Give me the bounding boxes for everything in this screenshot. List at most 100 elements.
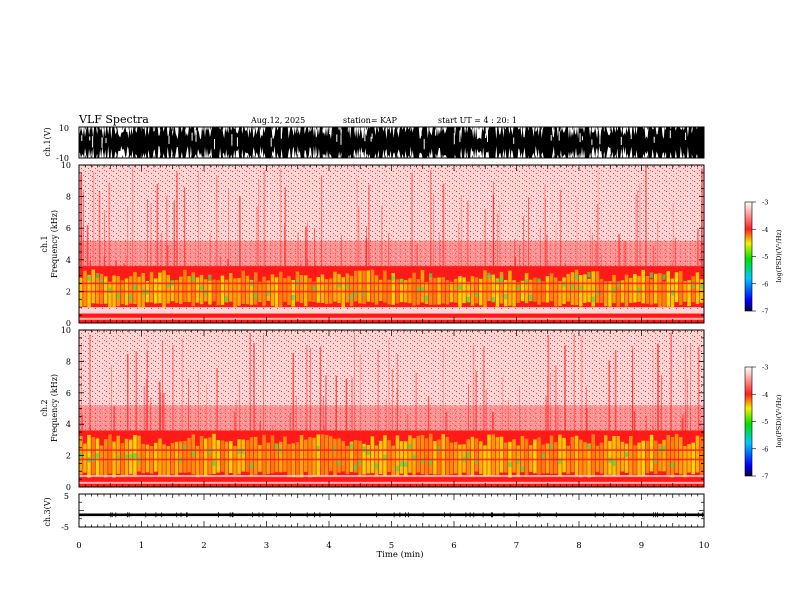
spec-streak: [272, 425, 274, 431]
spec-green-cell: [116, 292, 120, 299]
spec-band-cell: [591, 271, 595, 307]
spec-ytick-label: 8: [66, 193, 71, 202]
spec-green-cell: [108, 287, 112, 294]
spec-green-cell: [491, 296, 495, 303]
spec-band-cell: [512, 280, 516, 307]
spec-band-cell: [354, 440, 358, 473]
spec-streak: [173, 201, 175, 267]
spec-band-cell: [416, 435, 420, 473]
spec-band-cell: [245, 275, 250, 305]
spec-streak: [183, 187, 186, 267]
spec-green-cell: [237, 448, 241, 454]
spec-streak: [468, 384, 469, 431]
ch1-waveform-gap: [280, 130, 282, 139]
spec-band-cell: [487, 434, 491, 477]
ch1-waveform-gap: [92, 136, 94, 148]
spec-green-cell: [495, 279, 499, 285]
spec-streak: [681, 418, 683, 431]
spec-streak: [162, 340, 163, 431]
spec-band-cell: [516, 281, 520, 303]
spec-band-cell: [616, 281, 620, 307]
colorbar-tick-label: -6: [762, 445, 768, 453]
spec-streak: [127, 353, 129, 431]
spec-band-cell: [491, 274, 495, 302]
ch1-waveform-gap: [599, 133, 601, 145]
spec-green-cell: [520, 466, 524, 472]
spec-streak: [305, 226, 307, 267]
spec-green-cell: [649, 272, 654, 278]
spec-green-cell: [504, 293, 508, 300]
spec-band-cell: [649, 434, 654, 472]
spec-band-cell: [254, 272, 258, 305]
spec-band-cell: [266, 442, 270, 475]
spec-streak: [295, 395, 298, 431]
spec-band-cell: [674, 433, 679, 473]
spec-green-cell: [416, 287, 420, 293]
spec-streak: [545, 395, 547, 431]
spec-streak: [150, 203, 152, 267]
spec-streak: [433, 193, 435, 267]
spec-streak: [233, 411, 236, 431]
spec-band-cell: [195, 277, 200, 303]
spec-streak: [149, 397, 152, 431]
spec-streak: [601, 255, 602, 267]
spec-band-cell: [320, 434, 325, 476]
colorbar-tick-label: -7: [762, 308, 768, 316]
spec-green-cell: [487, 272, 491, 279]
spec-band-cell: [91, 269, 95, 304]
spec-band-cell: [420, 270, 425, 303]
spec-band-cell: [241, 270, 245, 304]
spec-band-cell: [224, 441, 229, 475]
spec-streak: [338, 265, 340, 267]
spec-band-cell: [683, 446, 687, 478]
spec-green-cell: [204, 289, 208, 296]
spec-band-cell: [129, 276, 133, 304]
spec-green-cell: [337, 460, 341, 466]
spec-streak: [686, 378, 689, 431]
spec-band-cell: [483, 445, 487, 477]
spec-green-cell: [99, 279, 104, 286]
colorbar-tick-label: -7: [762, 473, 768, 481]
spec-green-cell: [587, 444, 591, 450]
spec-band-cell: [620, 441, 625, 472]
spec-band-cell: [312, 437, 316, 477]
spec-green-cell: [574, 274, 579, 280]
spec-streak: [475, 371, 477, 431]
spec-streak: [307, 221, 308, 267]
spec-streak: [608, 360, 610, 431]
spec-green-cell: [129, 294, 133, 301]
spec-green-cell: [420, 458, 424, 464]
spec-streak: [671, 262, 673, 267]
colorbar-tick-label: -4: [762, 391, 768, 399]
spec-streak: [253, 342, 255, 431]
spec-band-cell: [233, 445, 237, 475]
spec-band-cell: [691, 442, 695, 475]
spec-streak: [166, 245, 169, 267]
spec-band-cell: [233, 278, 237, 308]
spec-streak: [528, 197, 529, 267]
spec-band-cell: [645, 276, 650, 304]
spec-streak: [381, 205, 383, 267]
ch1-waveform-gap: [370, 136, 372, 142]
spec-streak: [392, 369, 393, 431]
spec-streak: [307, 258, 309, 267]
spec-band-cell: [533, 439, 537, 474]
spec-streak: [632, 380, 634, 431]
spec-green-cell: [95, 273, 99, 279]
spec-band-cell: [670, 437, 675, 478]
spec-band-cell: [691, 276, 695, 303]
spec-band-cell: [87, 434, 91, 478]
spec-band-cell: [333, 271, 337, 302]
spec-green-cell: [466, 296, 470, 303]
spec-band-cell: [470, 436, 475, 476]
ch3-waveform: [79, 512, 704, 518]
ch1-waveform-gap: [579, 133, 581, 143]
spec-streak: [98, 191, 101, 267]
spec-band-cell: [695, 435, 700, 473]
spec-band-cell: [554, 442, 558, 474]
spec-streak: [319, 346, 322, 431]
spec-streak: [239, 381, 241, 431]
spec-streak: [280, 168, 282, 267]
spec-band-cell: [499, 271, 504, 304]
spec-band-cell: [349, 441, 354, 472]
